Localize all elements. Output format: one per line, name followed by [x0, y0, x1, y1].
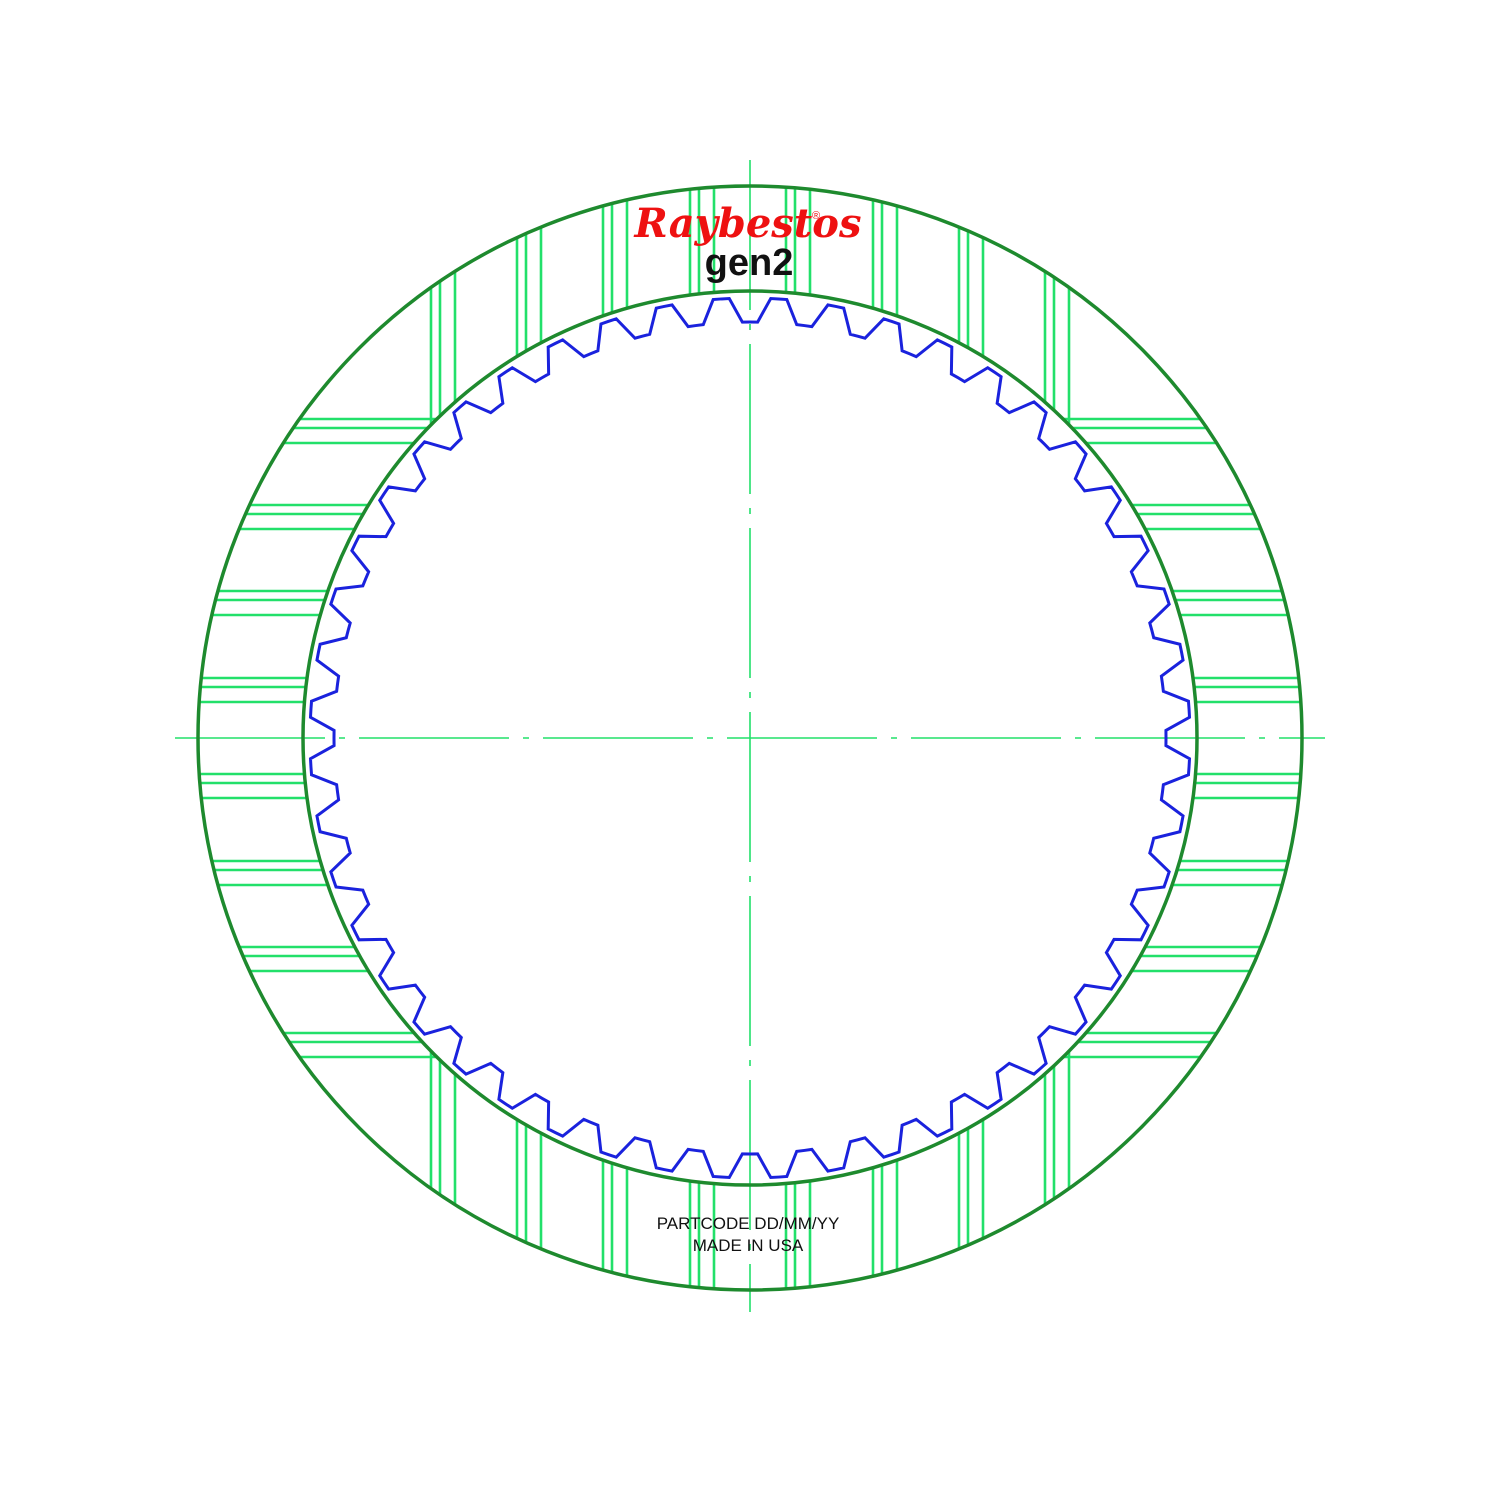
raybestos-logo-text: Raybestos: [634, 200, 862, 247]
registered-mark: ®: [812, 210, 820, 222]
brand-logo: Raybestos ®: [634, 200, 862, 247]
product-line-label: gen2: [705, 242, 794, 284]
partcode-date-marking: PARTCODE DD/MM/YY: [657, 1214, 840, 1233]
inner-diameter-circle: [301, 289, 1199, 1187]
internal-spline-teeth: [308, 296, 1192, 1180]
outer-diameter-circle: [196, 184, 1304, 1292]
origin-marking: MADE IN USA: [693, 1236, 804, 1255]
centerlines: [175, 160, 1325, 1312]
